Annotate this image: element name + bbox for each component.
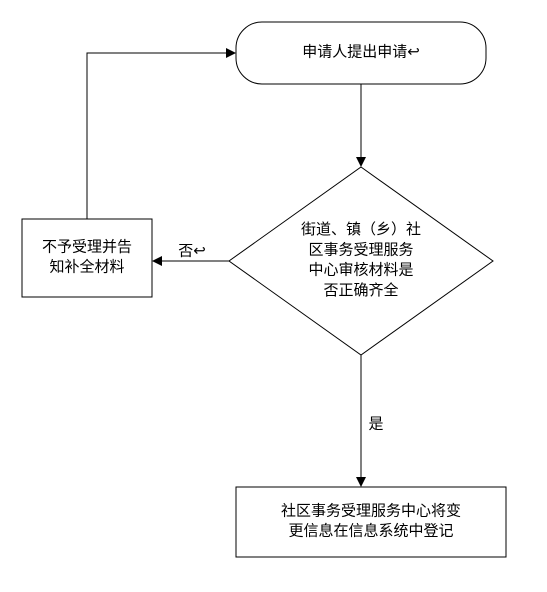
node-reject [22, 219, 152, 297]
svg-text:知补全材料: 知补全材料 [49, 258, 124, 276]
svg-text:申请人提出申请↩: 申请人提出申请↩ [302, 43, 420, 60]
svg-text:中心审核材料是: 中心审核材料是 [308, 262, 413, 279]
svg-text:更信息在信息系统中登记: 更信息在信息系统中登记 [288, 523, 453, 540]
svg-text:街道、镇（乡）社: 街道、镇（乡）社 [301, 221, 421, 238]
svg-text:否正确齐全: 否正确齐全 [323, 281, 398, 299]
svg-text:不予受理并告: 不予受理并告 [42, 238, 132, 255]
svg-text:是: 是 [368, 416, 383, 432]
svg-text:区事务受理服务: 区事务受理服务 [308, 241, 413, 258]
edge-reject-to-start [87, 53, 226, 219]
svg-text:否↩: 否↩ [178, 243, 206, 259]
node-process [236, 487, 506, 557]
svg-text:社区事务受理服务中心将变: 社区事务受理服务中心将变 [281, 502, 461, 519]
node-decision [229, 167, 493, 355]
